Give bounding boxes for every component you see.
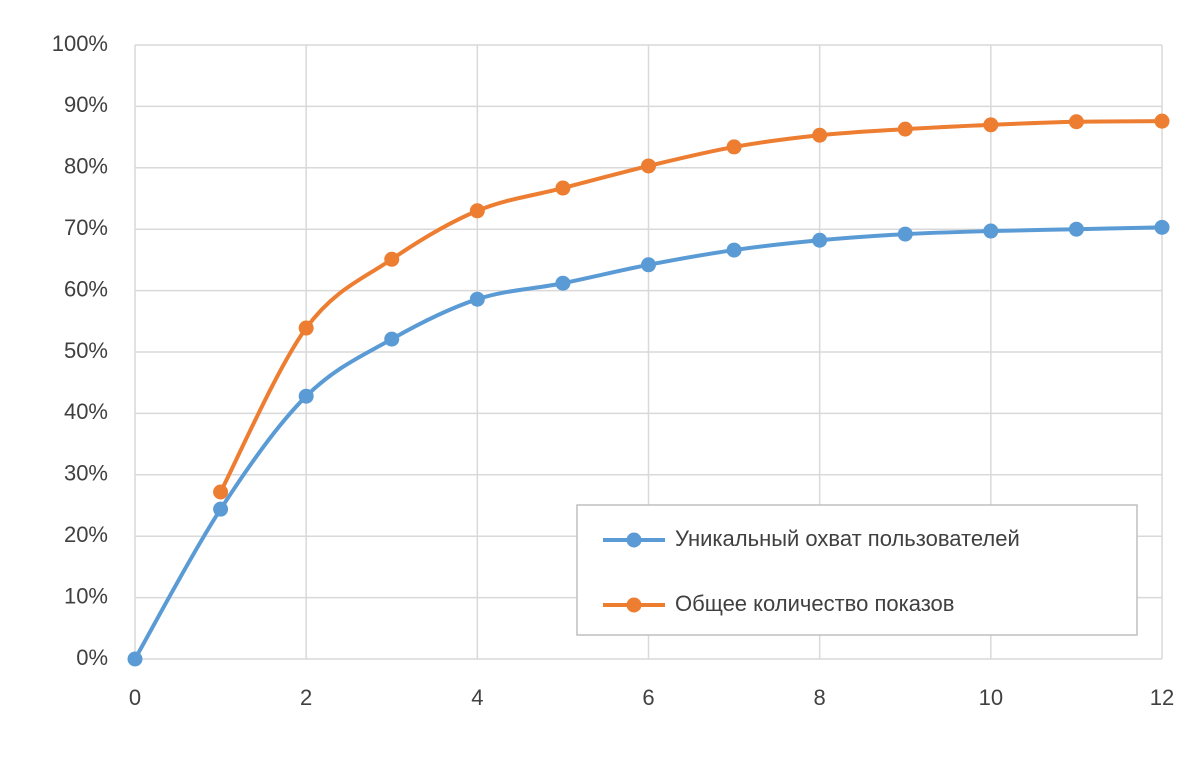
y-tick-label: 20% — [64, 522, 108, 547]
legend-marker — [626, 597, 642, 613]
data-point — [1154, 219, 1170, 235]
data-point — [983, 117, 999, 133]
x-tick-label: 10 — [979, 685, 1003, 710]
data-point — [298, 388, 314, 404]
data-point — [384, 251, 400, 267]
data-point — [726, 242, 742, 258]
data-point — [812, 232, 828, 248]
series-line — [218, 119, 1163, 493]
data-point — [897, 121, 913, 137]
legend-box — [576, 504, 1138, 636]
data-point — [555, 180, 571, 196]
data-point — [1154, 113, 1170, 129]
data-point — [213, 501, 229, 517]
legend-marker — [626, 532, 642, 548]
data-point — [641, 158, 656, 174]
y-tick-label: 30% — [64, 461, 108, 486]
y-tick-label: 90% — [64, 92, 108, 117]
data-point — [469, 203, 485, 219]
x-tick-label: 0 — [129, 685, 141, 710]
y-tick-label: 70% — [64, 215, 108, 240]
data-point — [812, 127, 828, 143]
data-point — [469, 291, 485, 307]
data-point — [641, 257, 656, 273]
y-tick-label: 100% — [52, 31, 108, 56]
x-tick-label: 12 — [1150, 685, 1174, 710]
legend-label: Общее количество показов — [675, 591, 954, 616]
legend-label: Уникальный охват пользователей — [675, 526, 1020, 551]
y-tick-label: 50% — [64, 338, 108, 363]
x-tick-label: 8 — [814, 685, 826, 710]
data-point — [213, 484, 229, 500]
y-tick-label: 80% — [64, 154, 108, 179]
data-point — [1068, 221, 1084, 237]
x-tick-label: 4 — [471, 685, 483, 710]
data-point — [298, 320, 314, 336]
data-point — [983, 223, 999, 239]
legend: Уникальный охват пользователей Общее коли… — [576, 504, 1138, 636]
data-point — [127, 651, 143, 667]
y-tick-label: 10% — [64, 583, 108, 608]
y-tick-label: 60% — [64, 276, 108, 301]
data-point — [726, 139, 742, 155]
data-point — [555, 275, 571, 291]
y-tick-label: 40% — [64, 399, 108, 424]
x-tick-label: 6 — [642, 685, 654, 710]
y-tick-label: 0% — [76, 645, 108, 670]
data-point — [384, 331, 400, 347]
data-point — [897, 226, 913, 242]
data-point — [1068, 114, 1084, 130]
x-tick-label: 2 — [300, 685, 312, 710]
